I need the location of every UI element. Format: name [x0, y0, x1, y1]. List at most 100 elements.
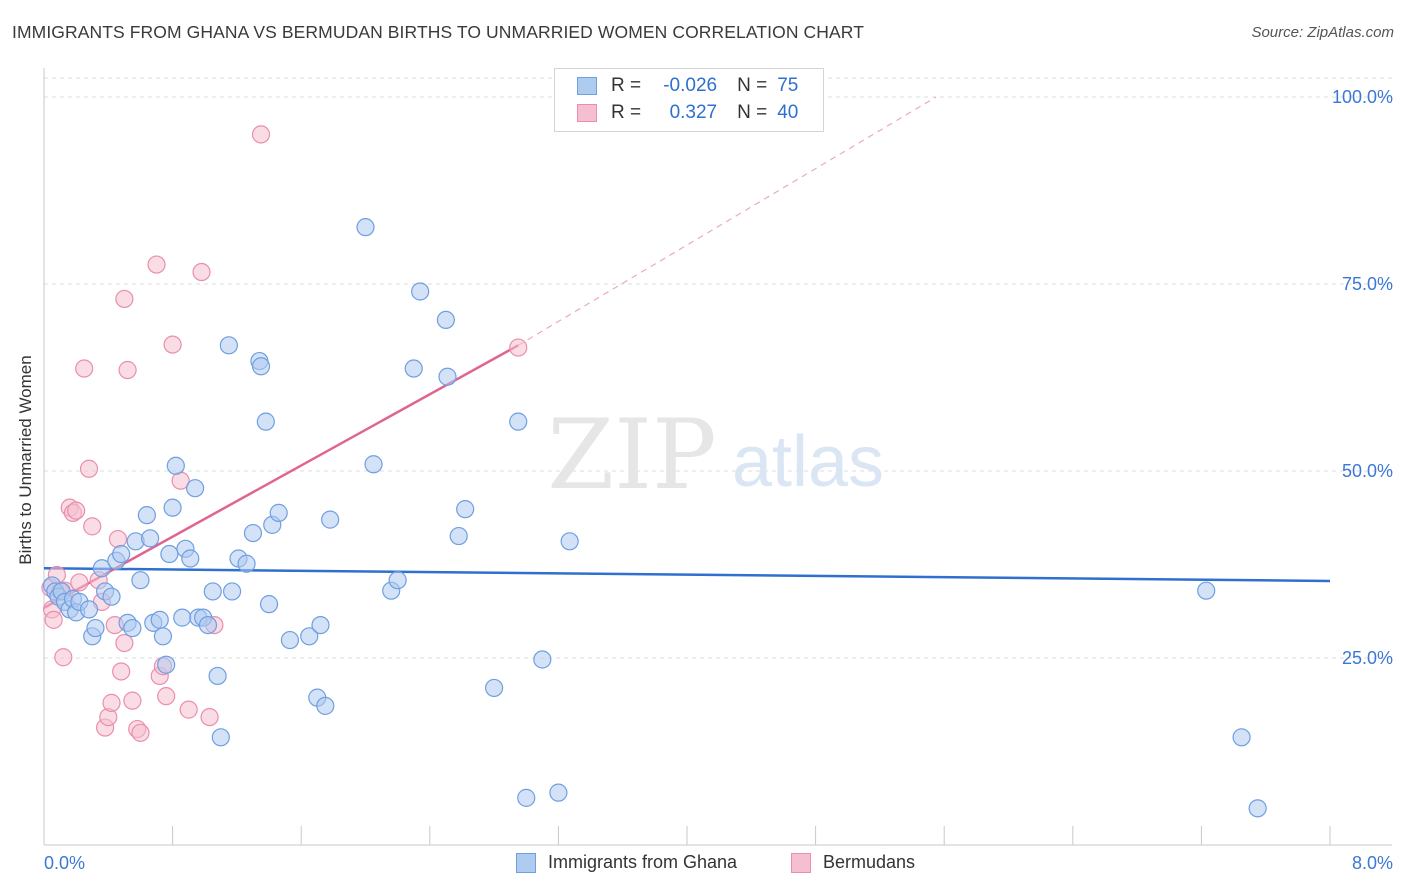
data-point-ghana [259, 595, 279, 614]
data-point-bermudans [102, 693, 121, 712]
data-point-ghana [456, 500, 475, 519]
n-value: 40 [777, 102, 799, 123]
data-point-ghana [222, 582, 242, 601]
ghana-swatch-icon [577, 77, 597, 95]
x-tick-label: 0.0% [44, 853, 85, 873]
r-label: R = [611, 75, 642, 96]
data-point-ghana [86, 618, 105, 638]
watermark: ZIP atlas [547, 399, 884, 511]
watermark-zip: ZIP [547, 399, 716, 511]
data-point-ghana [157, 655, 176, 674]
y-tick-label: 100.0% [1332, 87, 1393, 107]
ghana-swatch-icon [516, 852, 536, 873]
data-point-ghana [1232, 728, 1251, 747]
data-point-bermudans [70, 573, 89, 592]
source-label: Source: ZipAtlas.com [1251, 24, 1394, 41]
data-point-bermudans [131, 723, 150, 742]
data-point-bermudans [54, 648, 73, 667]
data-point-ghana [219, 336, 238, 355]
data-point-ghana [123, 618, 142, 638]
data-point-ghana [485, 678, 504, 698]
data-point-bermudans [67, 501, 86, 520]
data-point-ghana [166, 456, 185, 475]
trend-line-bermudans-extension [517, 96, 937, 346]
data-point-bermudans [112, 662, 131, 681]
axes [43, 68, 1392, 846]
data-point-ghana [388, 571, 407, 590]
data-point-ghana [181, 549, 200, 568]
data-point-ghana [237, 554, 256, 573]
data-point-ghana [251, 357, 271, 376]
data-point-bermudans [118, 360, 137, 380]
n-value: 75 [777, 75, 799, 96]
bermudans-swatch-icon [791, 852, 811, 873]
data-point-ghana [160, 544, 179, 564]
data-point-ghana [163, 498, 182, 517]
data-point-bermudans [200, 707, 219, 727]
r-label: R = [611, 102, 642, 123]
data-point-bermudans [192, 262, 211, 282]
data-point-ghana [153, 627, 173, 646]
data-point-bermudans [163, 335, 182, 354]
data-point-ghana [256, 412, 275, 431]
y-tick-label: 50.0% [1342, 461, 1393, 481]
data-point-bermudans [108, 529, 128, 549]
stats-legend-row-bermudans: R = 0.327 N = 40 [577, 101, 798, 125]
data-point-ghana [438, 367, 457, 386]
data-point-ghana [411, 282, 430, 301]
data-point-bermudans [75, 359, 94, 378]
data-point-ghana [321, 510, 340, 529]
n-label: N = [737, 102, 768, 123]
data-point-ghana [186, 479, 205, 498]
data-point-ghana [150, 610, 169, 629]
data-point-bermudans [157, 687, 176, 706]
data-point-ghana [533, 650, 552, 669]
data-point-ghana [198, 615, 218, 635]
data-point-ghana [140, 529, 160, 548]
data-point-ghana [404, 359, 423, 378]
data-point-ghana [1248, 799, 1267, 818]
data-point-bermudans [123, 691, 142, 710]
legend-item-ghana[interactable]: Immigrants from Ghana [516, 852, 737, 873]
n-label: N = [737, 75, 768, 96]
data-point-ghana [173, 608, 192, 627]
y-axis-label: Births to Unmarried Women [16, 355, 35, 565]
legend-label-bermudans: Bermudans [823, 852, 916, 872]
trend-lines [43, 96, 1331, 609]
data-point-ghana [549, 783, 568, 802]
data-point-bermudans [147, 255, 166, 274]
data-point-bermudans [83, 517, 102, 536]
data-point-ghana [311, 615, 330, 635]
chart-title: IMMIGRANTS FROM GHANA VS BERMUDAN BIRTHS… [12, 22, 864, 42]
data-point-ghana [517, 788, 536, 807]
watermark-atlas: atlas [732, 422, 884, 502]
data-point-ghana [449, 526, 468, 546]
y-tick-label: 75.0% [1342, 274, 1393, 294]
data-point-ghana [203, 582, 222, 601]
data-point-ghana [280, 630, 300, 650]
data-point-ghana [137, 506, 156, 525]
data-points [41, 125, 1267, 818]
trend-line-ghana [43, 566, 1331, 583]
data-point-ghana [364, 455, 383, 474]
bermudans-swatch-icon [577, 104, 597, 122]
data-point-ghana [243, 523, 263, 543]
data-point-ghana [269, 503, 288, 522]
stats-legend: R = -0.026 N = 75 R = 0.327 N = 40 [554, 68, 824, 132]
data-point-bermudans [509, 338, 528, 357]
data-point-ghana [356, 218, 375, 237]
data-point-ghana [436, 310, 455, 330]
r-value: -0.026 [663, 75, 718, 96]
data-point-ghana [112, 544, 131, 564]
series-legend: Immigrants from Ghana Bermudans [0, 852, 1406, 878]
data-point-ghana [102, 587, 121, 606]
data-point-ghana [1197, 581, 1216, 600]
legend-item-bermudans[interactable]: Bermudans [791, 852, 915, 873]
data-point-ghana [208, 666, 227, 686]
data-point-bermudans [115, 633, 134, 653]
tick-labels: 25.0% 50.0% 75.0% 100.0% 0.0% 8.0% [44, 87, 1393, 873]
data-point-ghana [300, 627, 319, 646]
data-point-ghana [211, 728, 230, 747]
data-point-ghana [509, 412, 528, 431]
data-point-ghana [131, 571, 150, 590]
